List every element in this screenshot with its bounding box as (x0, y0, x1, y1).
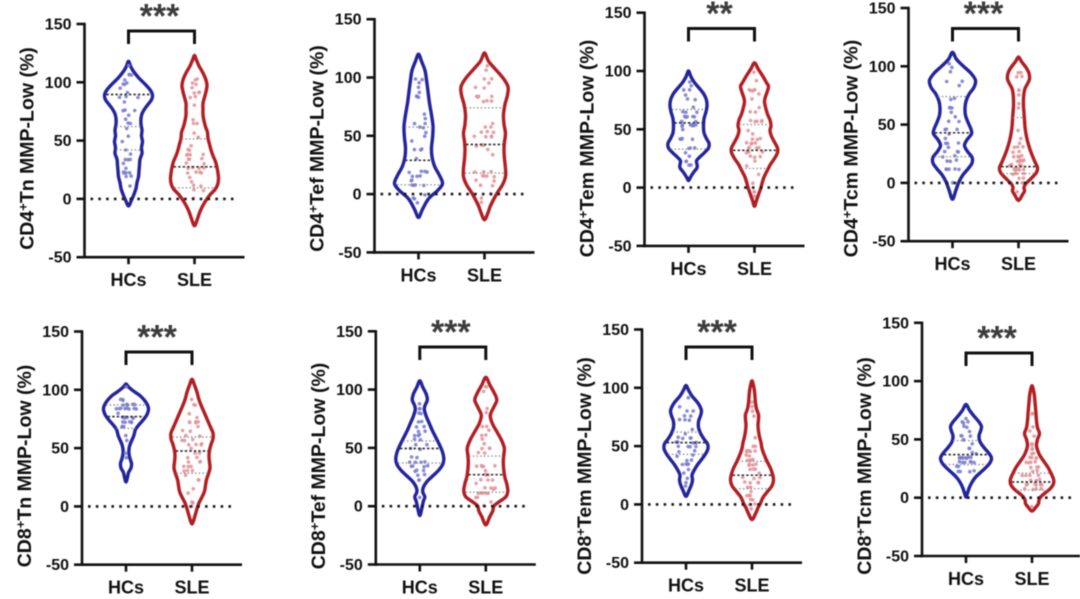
svg-text:HCs: HCs (670, 259, 706, 279)
svg-text:0: 0 (620, 497, 629, 514)
svg-text:SLE: SLE (1001, 254, 1036, 274)
svg-text:-50: -50 (46, 557, 69, 574)
svg-text:HCs: HCs (934, 254, 970, 274)
svg-text:0: 0 (60, 499, 69, 516)
svg-text:150: 150 (869, 1, 896, 18)
svg-text:SLE: SLE (467, 265, 502, 285)
svg-text:50: 50 (611, 439, 629, 456)
svg-text:0: 0 (887, 175, 896, 192)
svg-text:50: 50 (878, 117, 896, 134)
svg-text:***: *** (140, 0, 180, 36)
svg-text:HCs: HCs (110, 270, 146, 290)
svg-text:0: 0 (623, 180, 632, 197)
svg-text:100: 100 (336, 382, 363, 399)
svg-text:***: *** (697, 314, 737, 352)
svg-text:-50: -50 (338, 245, 361, 262)
svg-text:**: ** (706, 0, 733, 33)
svg-text:100: 100 (335, 70, 362, 87)
svg-text:150: 150 (335, 12, 362, 29)
svg-text:CD4+Tn MMP-Low (%): CD4+Tn MMP-Low (%) (16, 47, 39, 250)
svg-text:0: 0 (353, 187, 362, 204)
svg-text:100: 100 (45, 75, 72, 92)
svg-text:CD4+Tem MMP-Low (%): CD4+Tem MMP-Low (%) (576, 40, 599, 257)
svg-text:50: 50 (345, 440, 363, 457)
svg-text:-50: -50 (886, 549, 909, 566)
svg-text:50: 50 (54, 133, 72, 150)
svg-text:0: 0 (63, 191, 72, 208)
svg-text:CD8+Tef MMP-Low (%): CD8+Tef MMP-Low (%) (307, 363, 330, 570)
svg-text:SLE: SLE (737, 259, 772, 279)
svg-text:SLE: SLE (174, 578, 209, 598)
svg-text:50: 50 (614, 122, 632, 139)
svg-text:-50: -50 (608, 238, 631, 255)
svg-text:150: 150 (605, 5, 632, 22)
svg-text:150: 150 (42, 324, 69, 341)
svg-text:***: *** (964, 0, 1004, 33)
svg-text:100: 100 (602, 380, 629, 397)
svg-text:50: 50 (344, 128, 362, 145)
svg-text:CD8+Tn MMP-Low (%): CD8+Tn MMP-Low (%) (13, 365, 36, 568)
svg-text:-50: -50 (340, 557, 363, 574)
svg-text:50: 50 (891, 432, 909, 449)
svg-text:HCs: HCs (400, 265, 436, 285)
svg-text:SLE: SLE (1014, 569, 1049, 589)
svg-text:CD8+Tcm MMP-Low (%): CD8+Tcm MMP-Low (%) (853, 357, 876, 574)
svg-text:150: 150 (336, 324, 363, 341)
svg-text:CD4+Tcm MMP-Low (%): CD4+Tcm MMP-Low (%) (840, 40, 863, 257)
svg-text:0: 0 (900, 490, 909, 507)
svg-text:-50: -50 (872, 234, 895, 251)
svg-text:150: 150 (882, 315, 909, 332)
svg-text:***: *** (431, 314, 471, 352)
svg-text:HCs: HCs (402, 578, 438, 598)
svg-text:100: 100 (605, 64, 632, 81)
svg-text:HCs: HCs (108, 578, 144, 598)
svg-text:50: 50 (51, 441, 69, 458)
svg-text:150: 150 (602, 322, 629, 339)
svg-text:***: *** (137, 319, 177, 357)
svg-text:-50: -50 (48, 250, 71, 267)
svg-text:100: 100 (869, 59, 896, 76)
svg-text:SLE: SLE (734, 576, 769, 596)
svg-text:SLE: SLE (177, 270, 212, 290)
svg-text:HCs: HCs (948, 569, 984, 589)
svg-text:100: 100 (882, 374, 909, 391)
svg-text:HCs: HCs (668, 576, 704, 596)
svg-text:***: *** (977, 320, 1017, 358)
svg-text:CD8+Tem MMP-Low (%): CD8+Tem MMP-Low (%) (573, 357, 596, 574)
svg-text:CD4+Tef MMP-Low (%): CD4+Tef MMP-Low (%) (306, 45, 329, 252)
svg-text:150: 150 (45, 17, 72, 34)
svg-text:-50: -50 (606, 555, 629, 572)
svg-text:SLE: SLE (468, 578, 503, 598)
svg-text:0: 0 (354, 499, 363, 516)
svg-text:100: 100 (42, 382, 69, 399)
